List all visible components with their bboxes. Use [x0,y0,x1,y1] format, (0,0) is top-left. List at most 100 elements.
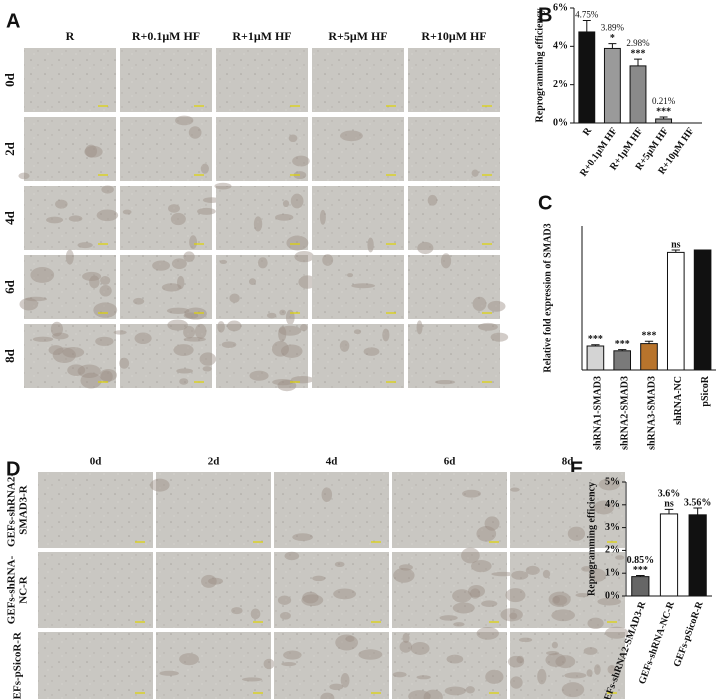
significance: *** [633,565,648,576]
colony [320,692,335,699]
colony [263,658,275,670]
colony [179,653,199,666]
colony [382,328,390,342]
column-label: R+1μM HF [232,29,291,43]
micrograph [38,552,153,628]
colony [241,677,263,682]
significance: ns [671,239,681,250]
micrograph [392,472,507,548]
colony [478,322,498,331]
colony [18,172,30,180]
colony [199,352,217,366]
y-tick-label: 2% [605,545,620,556]
colony [24,296,48,302]
colony [511,570,529,580]
colony [84,145,103,158]
micrograph [312,186,404,250]
column-label: 6d [444,456,456,468]
colony [99,368,117,382]
colony [150,478,170,492]
colony [119,357,130,369]
y-axis-label: Reprogramming efficiency [534,9,545,123]
colony [227,320,242,332]
micrograph [274,552,389,628]
colony [279,612,291,620]
colony [491,571,516,577]
colony [302,591,319,604]
micrograph [312,48,404,112]
colony [505,588,526,603]
row-label: 6d [2,279,17,294]
colony [288,134,298,143]
colony [410,641,430,655]
colony [292,155,310,167]
colony [545,653,566,667]
colony [249,370,269,381]
colony [461,547,480,564]
micrograph [156,472,271,548]
colony [283,650,302,660]
colony [52,347,76,364]
row-label: GEFs-pSicoR-R [12,631,24,699]
colony [285,309,295,325]
colony [168,204,180,213]
significance: ns [664,499,674,510]
colony [122,209,132,215]
colony [183,337,206,342]
colony [300,324,308,332]
colony [280,344,303,358]
colony [286,235,309,251]
micrograph [510,472,625,548]
colony [100,276,111,285]
colony [183,251,195,262]
colony [393,567,415,583]
significance: * [610,33,615,44]
colony [333,588,357,600]
colony [279,309,286,316]
colony [290,193,304,209]
colony [46,216,64,224]
micrograph [120,255,212,319]
panel-label: B [538,4,552,26]
colony [274,213,294,221]
colony [179,378,189,385]
colony [272,378,294,386]
micrograph [38,632,153,699]
colony [277,379,297,392]
error-bar [671,249,680,253]
micrograph [510,552,625,628]
value-label: 4.75% [575,10,599,20]
error-bar [591,344,600,346]
colony [567,526,586,541]
colony [416,675,431,680]
colony [452,602,475,614]
colony [214,182,232,190]
y-tick-label: 3% [605,522,620,533]
y-tick-label: 5% [605,476,620,487]
colony [248,278,257,286]
x-tick-label: shRNA-NC [673,376,684,425]
colony [553,596,560,604]
colony [470,588,481,599]
colony [202,197,221,203]
y-tick-label: 0% [605,590,620,601]
colony [597,597,622,606]
error-bar [693,507,702,515]
colony [408,690,431,699]
colony [507,655,525,668]
colony [229,293,240,303]
colony [329,683,344,691]
colony [537,668,547,685]
colony [93,302,118,318]
colony [453,622,465,627]
bar [688,514,707,597]
colony [219,259,228,264]
colony [615,555,625,560]
colony [161,283,182,292]
micrograph [392,632,507,699]
colony [101,185,114,194]
colony [470,560,492,573]
colony [166,307,190,315]
colony [594,664,601,675]
bar [603,47,621,124]
